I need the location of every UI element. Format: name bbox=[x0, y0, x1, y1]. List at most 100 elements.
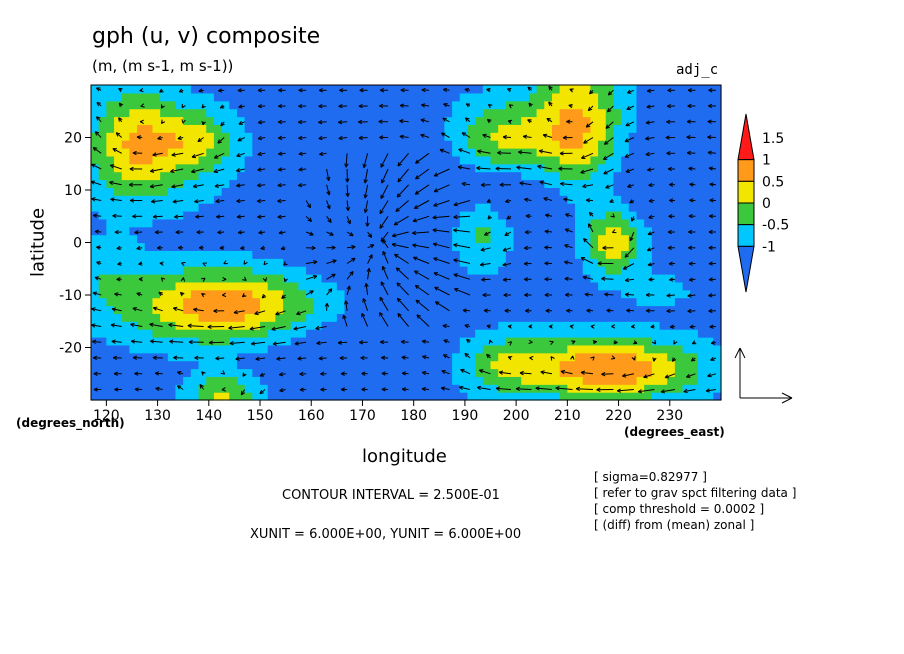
field-cell bbox=[651, 171, 661, 181]
wind-vector bbox=[315, 325, 327, 331]
field-cell bbox=[221, 289, 230, 299]
field-cell bbox=[636, 242, 645, 251]
y-tick-label: 20 bbox=[64, 131, 82, 147]
field-cell bbox=[367, 85, 376, 94]
field-cell bbox=[306, 281, 315, 291]
field-cell bbox=[644, 384, 653, 393]
field-cell bbox=[659, 344, 668, 354]
field-cell bbox=[229, 179, 238, 188]
field-cell bbox=[252, 281, 261, 291]
field-cell bbox=[690, 148, 699, 157]
field-cell bbox=[298, 250, 307, 259]
field-cell bbox=[528, 179, 538, 188]
field-cell bbox=[459, 289, 469, 299]
field-cell bbox=[482, 242, 492, 251]
field-cell bbox=[160, 218, 169, 228]
field-cell bbox=[429, 384, 438, 393]
field-cell bbox=[313, 274, 323, 283]
field-cell bbox=[598, 108, 607, 118]
field-cell bbox=[682, 116, 691, 125]
field-cell bbox=[313, 376, 323, 385]
field-cell bbox=[190, 155, 200, 165]
field-cell bbox=[713, 274, 722, 283]
wind-vector bbox=[280, 246, 286, 251]
field-cell bbox=[313, 305, 323, 314]
field-cell bbox=[229, 124, 238, 133]
field-cell bbox=[367, 211, 376, 220]
wind-vector bbox=[420, 118, 430, 123]
field-cell bbox=[536, 313, 545, 322]
field-cell bbox=[298, 234, 307, 244]
wind-vector bbox=[396, 184, 409, 198]
field-cell bbox=[444, 187, 453, 196]
wind-vector bbox=[588, 223, 594, 233]
field-cell bbox=[175, 376, 184, 385]
wind-vector bbox=[646, 88, 655, 93]
field-cell bbox=[644, 281, 653, 291]
field-cell bbox=[290, 344, 300, 354]
field-cell bbox=[436, 313, 446, 322]
field-cell bbox=[267, 226, 276, 236]
field-cell bbox=[690, 203, 699, 212]
field-cell bbox=[567, 258, 576, 267]
field-cell bbox=[206, 250, 215, 259]
wind-vector bbox=[305, 231, 314, 236]
field-cell bbox=[505, 313, 515, 322]
field-cell bbox=[475, 329, 484, 338]
field-cell bbox=[290, 360, 300, 370]
field-cell bbox=[183, 203, 192, 212]
field-cell bbox=[290, 392, 300, 401]
wind-vector bbox=[611, 324, 616, 329]
wind-vector bbox=[96, 116, 102, 123]
field-cell bbox=[413, 124, 422, 133]
field-cell bbox=[505, 187, 515, 196]
field-cell bbox=[298, 226, 307, 236]
field-cell bbox=[590, 124, 599, 133]
field-cell bbox=[436, 281, 446, 291]
field-cell bbox=[359, 360, 369, 370]
field-cell bbox=[444, 297, 453, 307]
field-cell bbox=[98, 124, 107, 133]
field-cell bbox=[536, 171, 545, 181]
wind-vector bbox=[645, 308, 655, 313]
field-cell bbox=[275, 289, 284, 299]
field-cell bbox=[436, 337, 446, 346]
field-cell bbox=[298, 360, 307, 370]
field-cell bbox=[621, 376, 630, 385]
field-cell bbox=[490, 218, 499, 228]
field-cell bbox=[398, 266, 407, 275]
field-cell bbox=[697, 195, 707, 204]
field-cell bbox=[206, 171, 215, 181]
field-cell bbox=[121, 148, 131, 157]
field-cell bbox=[206, 187, 215, 196]
field-cell bbox=[283, 344, 292, 354]
field-cell bbox=[636, 195, 645, 204]
field-cell bbox=[429, 360, 438, 370]
field-cell bbox=[190, 179, 200, 188]
field-cell bbox=[651, 352, 661, 362]
wind-vector bbox=[169, 339, 184, 344]
field-cell bbox=[429, 100, 438, 110]
wind-vector bbox=[223, 260, 228, 265]
wind-vector bbox=[116, 245, 122, 251]
field-cell bbox=[713, 218, 722, 228]
field-cell bbox=[152, 163, 161, 173]
field-cell bbox=[275, 368, 284, 377]
field-cell bbox=[636, 274, 645, 283]
field-cell bbox=[682, 85, 691, 94]
field-cell bbox=[144, 392, 154, 401]
field-cell bbox=[444, 234, 453, 244]
field-cell bbox=[636, 226, 645, 236]
field-cell bbox=[352, 92, 361, 102]
field-cell bbox=[390, 195, 399, 204]
field-cell bbox=[206, 329, 215, 338]
field-cell bbox=[91, 179, 100, 188]
field-cell bbox=[575, 250, 584, 259]
wind-vector bbox=[241, 292, 247, 298]
field-cell bbox=[674, 392, 684, 401]
field-cell bbox=[106, 250, 115, 259]
wind-vector bbox=[344, 153, 349, 168]
field-cell bbox=[575, 92, 584, 102]
field-cell bbox=[137, 163, 146, 173]
field-cell bbox=[498, 195, 507, 204]
